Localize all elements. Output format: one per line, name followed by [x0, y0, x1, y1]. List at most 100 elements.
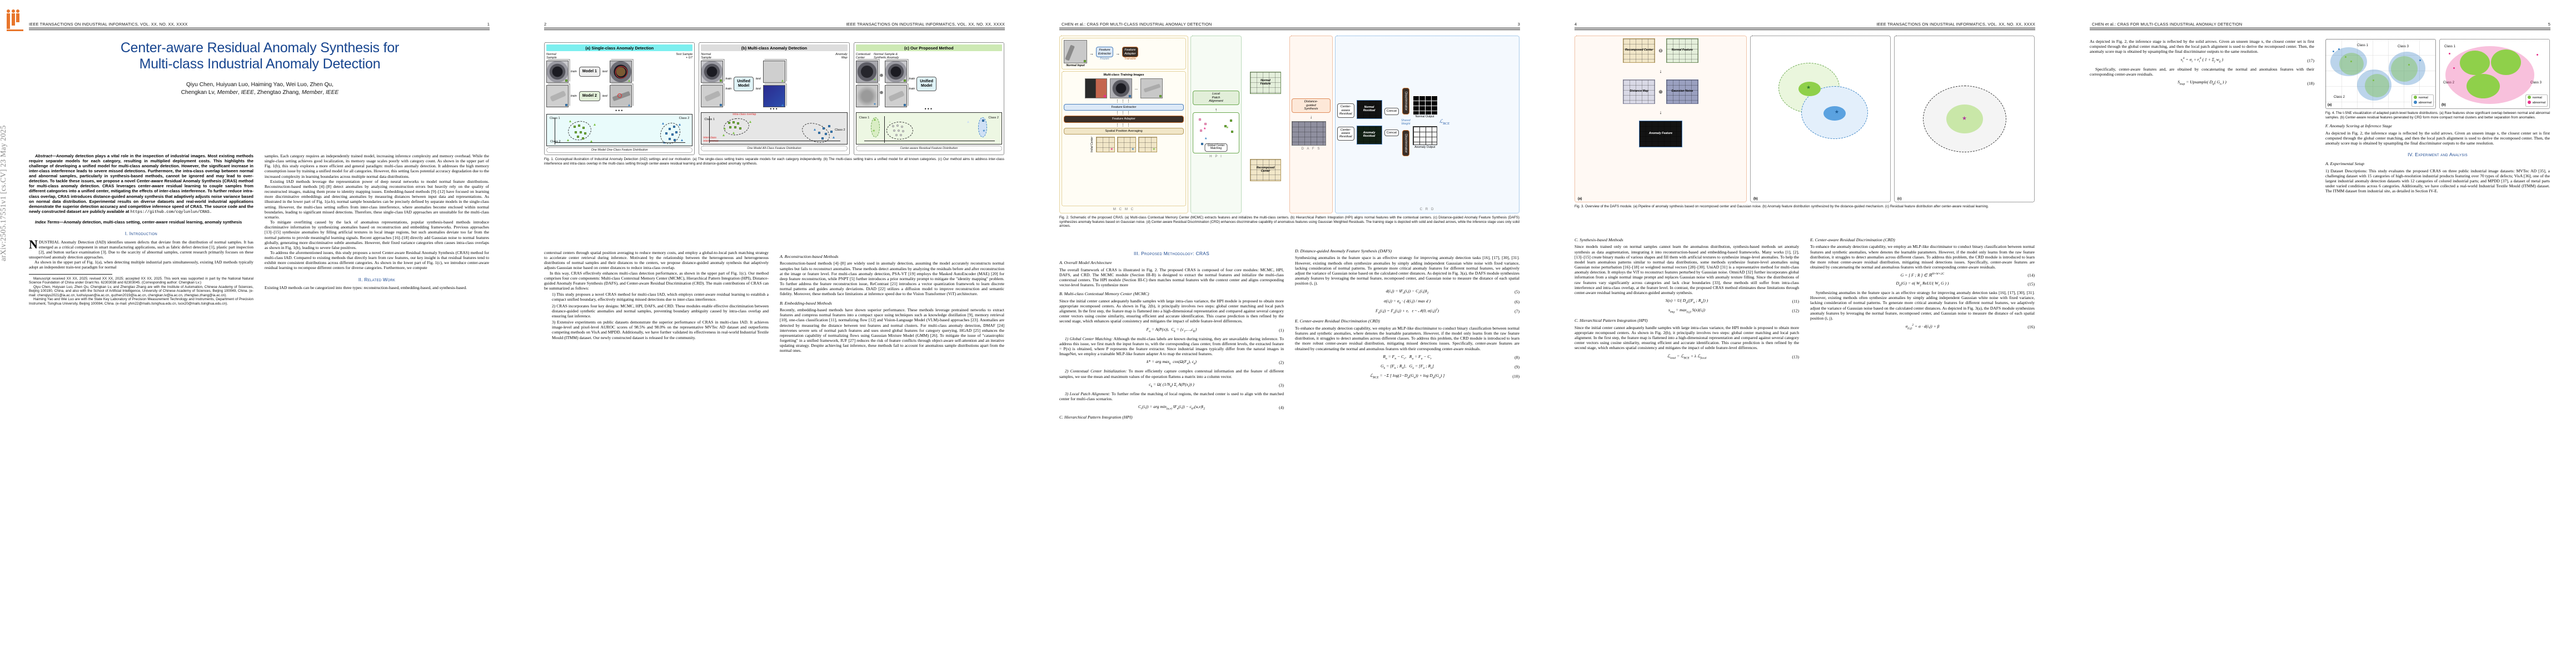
subsection-heading-3E: E. Center-aware Residual Discrimination … [1295, 318, 1380, 324]
subsection-heading-3B: B. Multi-class Contextual Memory Center … [1059, 291, 1149, 297]
page-number-2: 2 [544, 22, 547, 27]
author-name-6: , Zhengtao Zhang, [253, 89, 302, 96]
subsection-heading-5F: F. Anomaly Scoring at Inference Stage [2325, 123, 2392, 129]
p3r-E-paragraph: To enhance the anomaly detection capabil… [1295, 325, 1519, 351]
title-line-2: Multi-class Industrial Anomaly Detection [139, 56, 381, 72]
fig2-global-center-matching: Global Center Matching [1204, 143, 1228, 152]
fig3-normal-feature-cube: Normal Feature [1666, 38, 1698, 63]
p2l-paragraph-1: contextual centers through spatial posit… [544, 250, 769, 271]
p1r-paragraph-2: Existing IAD methods leverage the repres… [265, 178, 489, 220]
figure-4-caption-label: Fig. 4. [2325, 111, 2335, 115]
fig1a-test-sample-1 [609, 61, 632, 83]
page-title: Center-aware Residual Anomaly Synthesis … [31, 40, 489, 73]
fig3-distance-map-cube: Distance Map [1623, 79, 1656, 104]
page4-column-left: C. Synthesis-based Methods Since models … [1575, 233, 1799, 363]
fig2-train-img-plane [1140, 78, 1163, 98]
figure-3: Recomposed Center ⊖ Normal Feature ↓ Dis… [1575, 36, 2035, 209]
fig2-normal-input-label: Normal Input [1066, 64, 1085, 67]
journal-title: IEEE TRANSACTIONS ON INDUSTRIAL INFORMAT… [29, 22, 188, 27]
subsection-heading-4C: C. Synthesis-based Methods [1575, 237, 1623, 242]
figure-1-panel-b: (b) Multi-class Anomaly Detection Normal… [699, 42, 850, 156]
equation-7-number: (7) [1514, 308, 1519, 314]
fig2-train-ellipsis: ... [1134, 86, 1138, 91]
fig1b-arrow-test-1: test [755, 77, 761, 81]
abstract: Abstract—Anomaly detection plays a vital… [29, 153, 253, 215]
figure-1-panel-b-title: (b) Multi-class Anomaly Detection [701, 44, 848, 51]
fig1b-footer: One Model All-Class Feature Distribution [701, 146, 848, 152]
p3l-C2-head: 2) Contextual Center Initialization: [1065, 369, 1127, 374]
figure-2-tag-hpi: H P I [1209, 154, 1223, 158]
figure-3-caption-label: Fig. 3. [1575, 205, 1585, 208]
fig2-shared-weight-label: Shared Weight [1401, 118, 1411, 126]
fig2-center-aware-residual-2: Center- aware Residual [1337, 126, 1354, 141]
figure-3-caption: Fig. 3. Overview of the DAFS module. (a)… [1575, 205, 2035, 209]
section-heading-experiments: IV. Experiment and Analysis [2408, 152, 2468, 158]
equation-15-number: (15) [2027, 281, 2035, 287]
figure-2-tag-crd: C R D [1419, 207, 1435, 211]
fig2-anomaly-output-label: Anomaly Output [1414, 145, 1436, 149]
fig3-minus-icon: ⊖ [1658, 47, 1663, 53]
fig3-panel-a-label: (a) [1578, 197, 1582, 201]
fig2-dashed-arrows-3: ⋮⋮⋮ [1115, 122, 1132, 127]
equation-9-number: (9) [1514, 364, 1519, 370]
fig2-anomaly-output-map [1412, 126, 1437, 145]
fig4a-legend-abnormal: abnormal [2418, 101, 2431, 104]
fig1c-sample-2 [885, 85, 908, 108]
p5r-F-paragraph: As depicted in Fig. 2, the inference sta… [2325, 130, 2550, 146]
p5r-A-paragraph: 1) Dataset Descriptions: This study eval… [2325, 168, 2550, 194]
figure-2-group-mcmc: Normal Input → Feature Extractor Frozen … [1059, 36, 1188, 213]
figure-2: Normal Input → Feature Extractor Frozen … [1059, 36, 1519, 228]
equation-2-number: (2) [1279, 360, 1284, 365]
page-2: 2 IEEE TRANSACTIONS ON INDUSTRIAL INFORM… [515, 0, 1030, 667]
fig2-local-patch-alignment: Local Patch Alignment [1193, 91, 1239, 105]
equation-3: ck = Ω( (1/Nk) Σi A(P(xi)) ) (3) [1149, 381, 1284, 389]
authors-line-2: Chengkan Lv, Member, IEEE, Zhengtao Zhan… [31, 89, 489, 97]
p2r-A-paragraph: Reconstruction-based methods [4]–[8] are… [780, 261, 1004, 297]
fig1c-unified-model: Unified Model [916, 77, 936, 91]
fig3-arrow-icon-2: ↓ [1659, 109, 1662, 115]
fig1b-arrow-test-2: test [755, 87, 761, 91]
footnote-divider [29, 273, 112, 275]
fig1b-right-label: Anomaly Map [835, 53, 848, 60]
subsection-heading-4E: E. Center-aware Residual Discrimination … [1810, 237, 1895, 242]
fig2-frozen-label: Frozen [1100, 57, 1109, 61]
figure-2-group-dafs: Distance- guided Synthesis ↓ D A F S [1289, 36, 1333, 213]
fig1c-class1-label: Class 1 [859, 116, 870, 120]
section-heading-introduction: I. Introduction [124, 231, 158, 237]
page-1: IEEE TRANSACTIONS ON INDUSTRIAL INFORMAT… [0, 0, 515, 667]
ieee-tag-1: IEEE [241, 89, 254, 96]
sep-2: , [322, 89, 326, 96]
page-4: 4 IEEE TRANSACTIONS ON INDUSTRIAL INFORM… [1546, 0, 2061, 667]
figure-2-feature-cubes: Normal Feature Recomposed Center [1244, 36, 1287, 213]
fig4b-class1-label: Class 1 [2444, 45, 2456, 48]
figure-2-group-crd: Center- aware Residual Center- aware Res… [1335, 36, 1519, 213]
fig1b-arrow-train-2: train [725, 87, 732, 91]
page5-column-left: As depicted in Fig. 2, the inference sta… [2090, 39, 2314, 89]
fig1a-arrow-train-1: train [571, 70, 577, 74]
fig2-concat-1: Concat [1384, 108, 1399, 115]
equation-12-number: (12) [1792, 308, 1799, 313]
fig1a-model-1: Model 1 [579, 67, 600, 77]
equation-16: σ(i,j)2 = α · d(i,j) + β (16) [1905, 323, 2035, 331]
fig1b-scatter: intra-class overlap inter-class interfer… [701, 112, 848, 147]
fig3-arrow-icon-1: ↓ [1659, 68, 1662, 74]
fig1a-model-2: Model 2 [579, 91, 600, 101]
fig1a-class2-label: Class 2 [550, 140, 561, 144]
p1r-paragraph-3: To mitigate overfitting caused by the la… [265, 220, 489, 250]
fig1b-class2-label: Class 2 [835, 128, 845, 132]
fig1b-anomaly-map-1 [763, 61, 785, 83]
p3l-C3-head: 3) Local Patch Alignment: [1065, 391, 1110, 396]
p3l-C3-text: To further refine the matching of local … [1059, 391, 1284, 402]
fig1a-arrow-test-1: test [602, 70, 607, 74]
fig3-anomaly-feature-cube: Anomaly Feature [1639, 121, 1682, 147]
fig1b-left-label: Normal Sample [701, 53, 711, 60]
footnote-affiliation-2: Haiming Yao and Wei Luo are with the Sta… [29, 297, 253, 306]
figure-2-group-hpi: Local Patch Alignment ↑ ★ ★ ★ Global Cen… [1190, 36, 1242, 213]
equation-11-number: (11) [1792, 298, 1799, 304]
journal-header-3: CHEN et al.: CRAS FOR MULTI-CLASS INDUST… [1059, 14, 1520, 30]
fig2-arrow-icon-3: ↑ [1215, 107, 1217, 112]
index-terms-lead: Index Terms— [35, 220, 64, 225]
p4r-E-paragraph: To enhance the anomaly detection capabil… [1810, 244, 2035, 270]
fig1b-unified-model: Unified Model [734, 77, 754, 91]
